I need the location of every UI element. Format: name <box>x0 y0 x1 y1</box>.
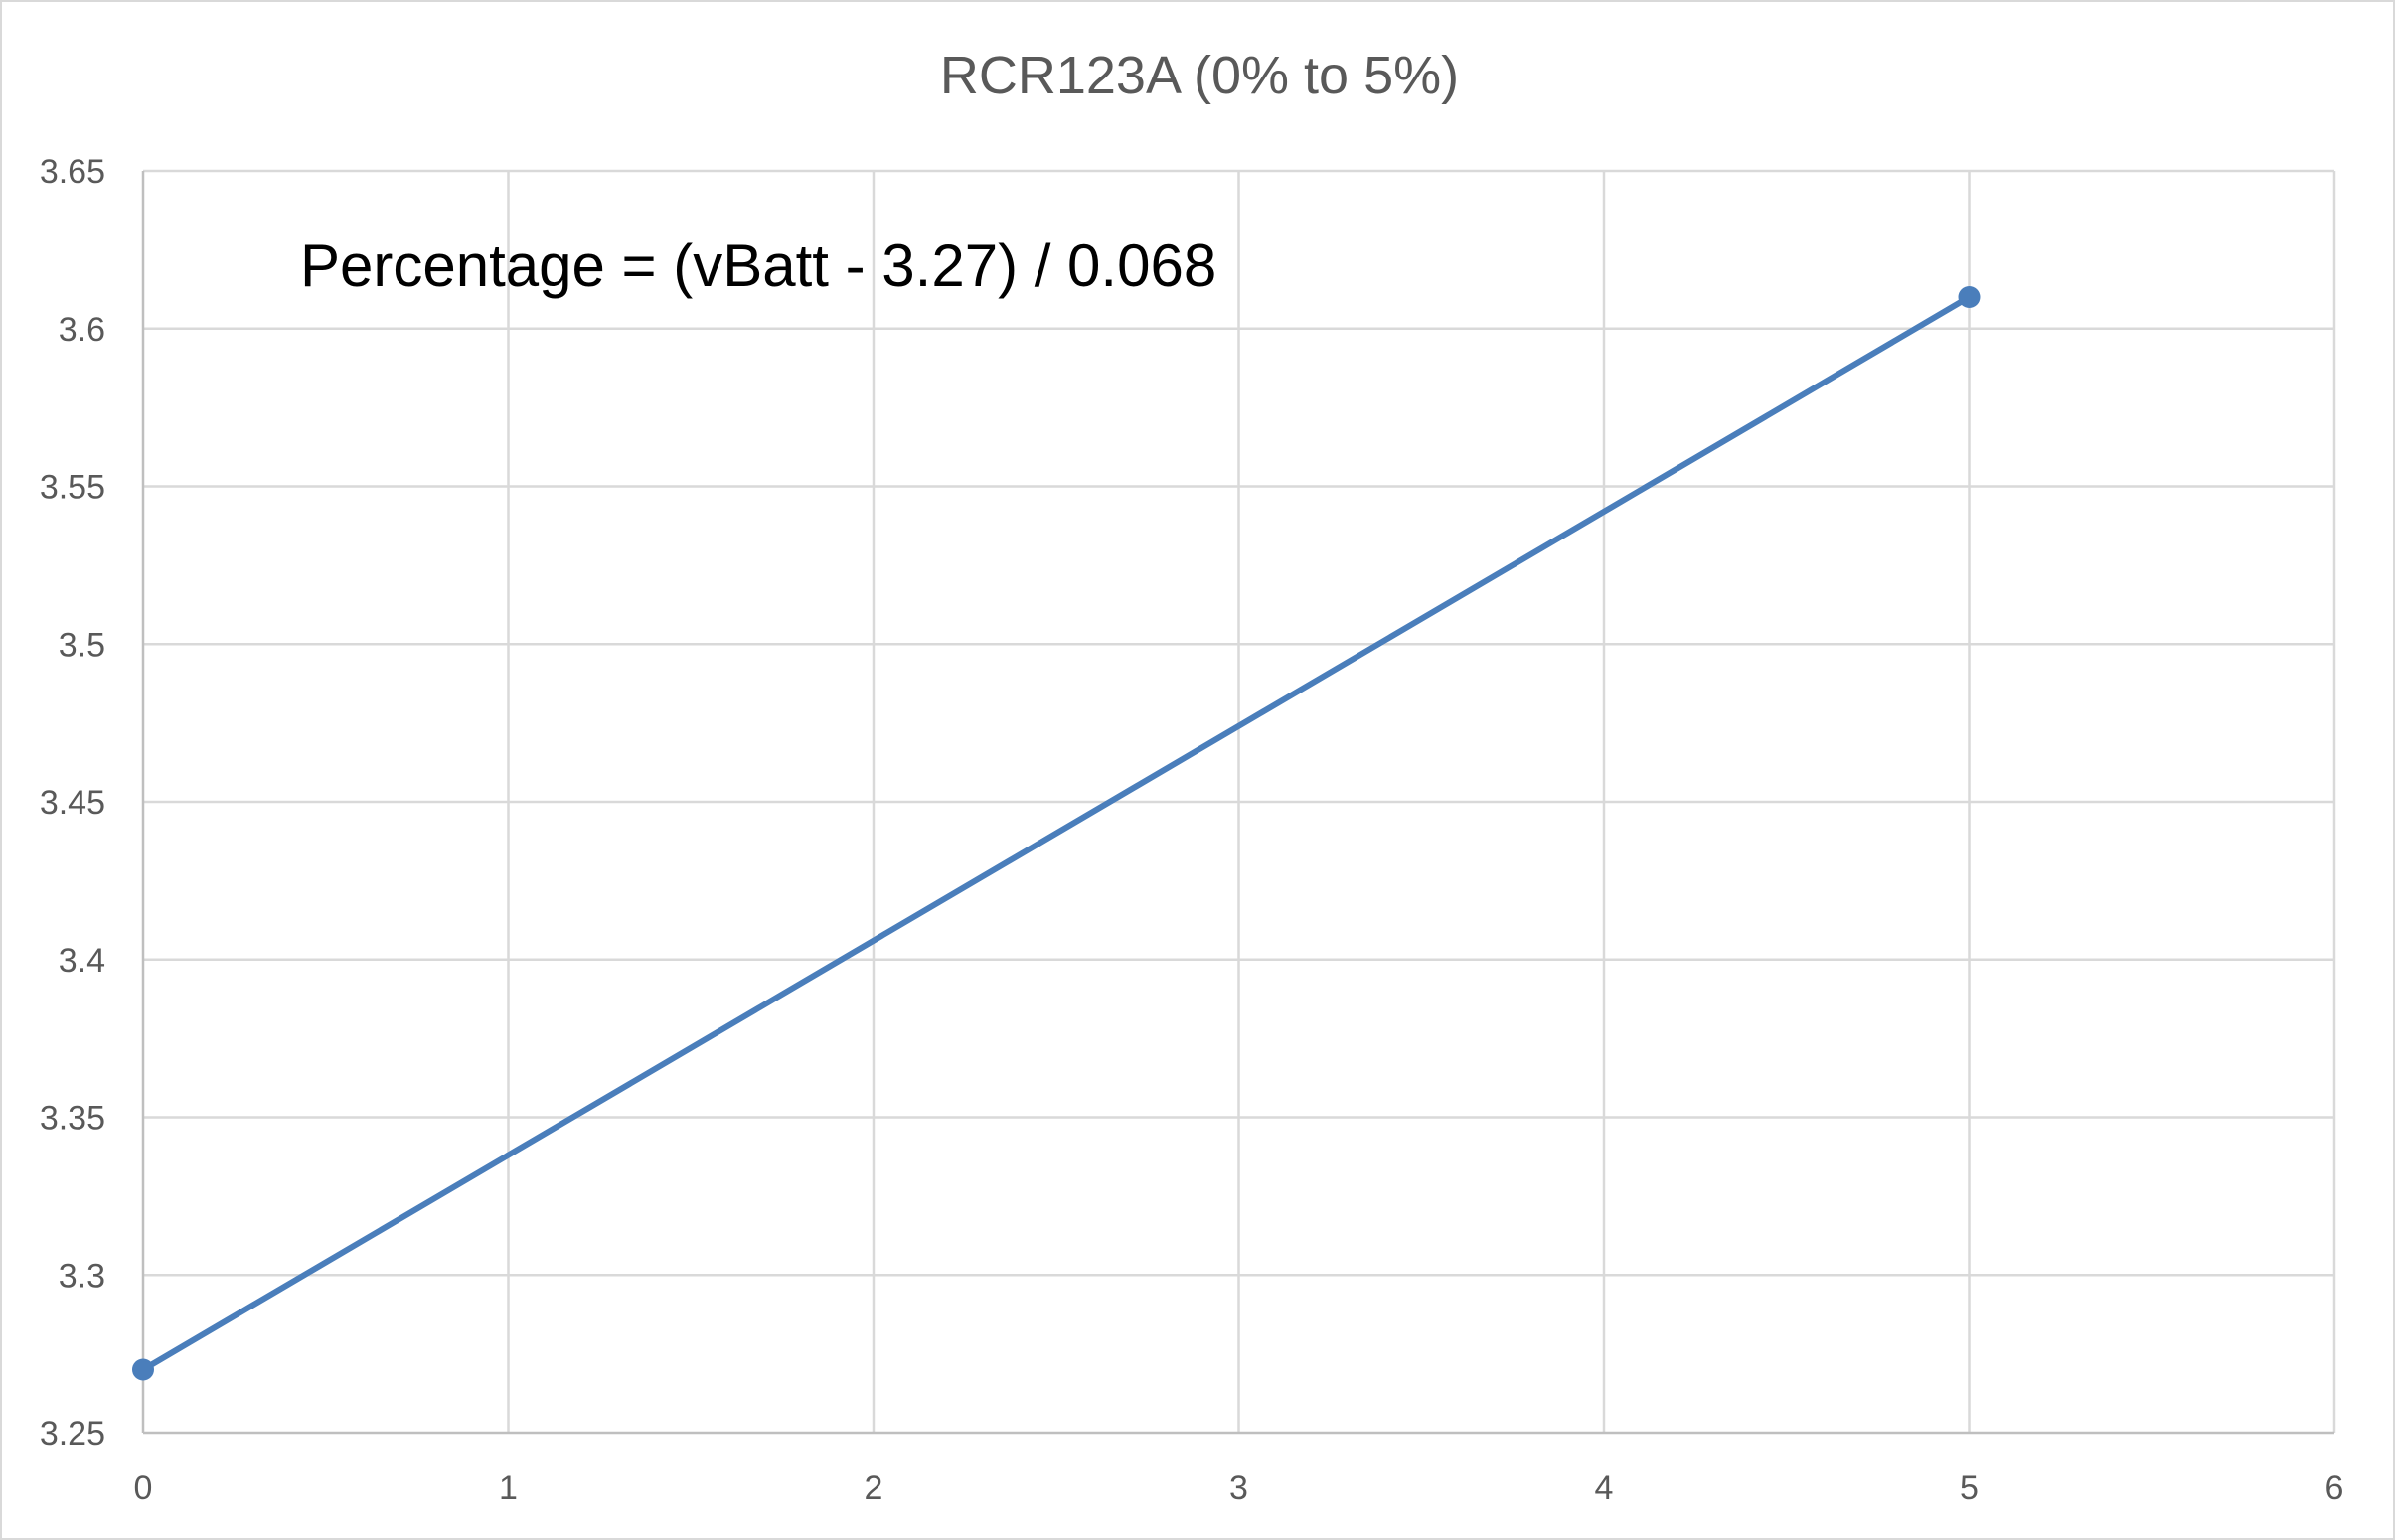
data-point <box>1958 286 1981 308</box>
chart-title: RCR123A (0% to 5%) <box>940 46 1459 105</box>
y-tick-label: 3.4 <box>59 942 105 980</box>
x-tick-label: 6 <box>2325 1469 2344 1507</box>
y-tick-label: 3.5 <box>59 626 105 664</box>
horizontal-gridlines <box>143 169 2334 1277</box>
y-tick-label: 3.25 <box>40 1415 105 1453</box>
y-tick-label: 3.3 <box>59 1257 105 1295</box>
y-axis-tick-labels: 3.25 3.3 3.35 3.4 3.45 3.5 3.55 3.6 3.65 <box>40 153 105 1453</box>
data-point <box>132 1358 154 1381</box>
x-axis-tick-labels: 0 1 2 3 4 5 6 <box>134 1469 2344 1507</box>
series-line <box>140 294 1973 1373</box>
formula-annotation: Percentage = (vBatt - 3.27) / 0.068 <box>300 232 1216 299</box>
x-tick-label: 5 <box>1960 1469 1979 1507</box>
y-tick-label: 3.6 <box>59 311 105 349</box>
y-tick-label: 3.65 <box>40 153 105 191</box>
x-tick-label: 0 <box>134 1469 153 1507</box>
x-tick-label: 1 <box>499 1469 518 1507</box>
x-tick-label: 3 <box>1229 1469 1248 1507</box>
plot-axes <box>141 171 2334 1435</box>
series-group <box>132 286 1981 1381</box>
x-tick-label: 2 <box>865 1469 883 1507</box>
y-tick-label: 3.35 <box>40 1100 105 1138</box>
x-tick-label: 4 <box>1595 1469 1614 1507</box>
y-tick-label: 3.45 <box>40 784 105 822</box>
y-tick-label: 3.55 <box>40 469 105 507</box>
